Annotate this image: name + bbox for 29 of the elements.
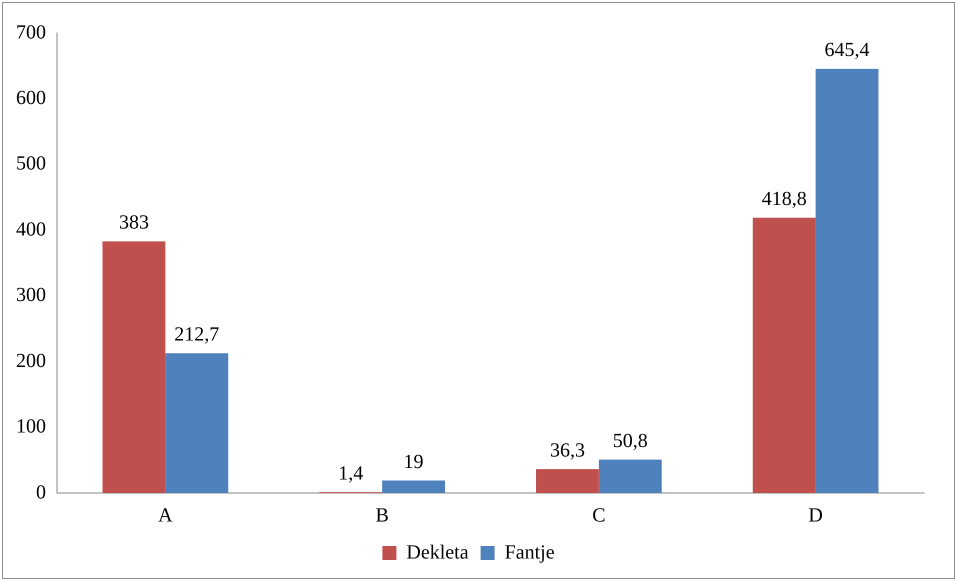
bar [752,218,816,493]
data-label: 19 [404,450,424,473]
x-tick-label: D [808,504,823,526]
y-tick-label: 200 [16,350,46,372]
bar [598,460,662,493]
bar [536,469,599,493]
bar [165,353,228,493]
bar [816,68,878,493]
legend-label: Fantje [504,541,555,564]
data-label: 645,4 [824,39,870,62]
y-tick-label: 100 [16,416,46,438]
data-label: 50,8 [612,430,648,452]
y-tick-label: 300 [16,284,46,306]
x-tick-label: B [375,504,389,526]
y-tick-label: 600 [16,86,46,109]
y-tick-label: 500 [16,152,46,175]
legend-label: Dekleta [406,541,469,564]
x-tick-label: A [158,504,174,526]
y-tick-label: 400 [16,218,46,240]
data-label: 212,7 [174,323,220,346]
y-tick-label: 700 [16,21,46,44]
bar [102,241,166,493]
data-label: 1,4 [338,462,364,484]
data-label: 418,8 [762,188,807,210]
x-tick-label: C [592,504,606,526]
y-tick-label: 0 [36,481,46,504]
data-label: 383 [118,212,149,234]
data-label: 36,3 [550,439,585,462]
bar [382,480,445,493]
